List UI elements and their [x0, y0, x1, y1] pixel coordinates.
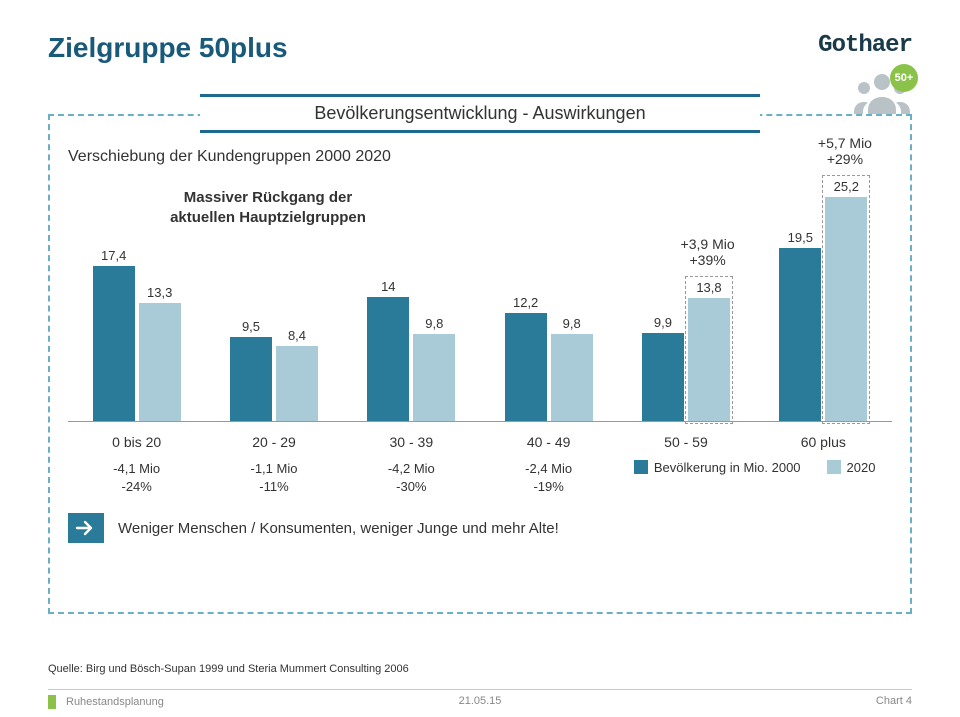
bar: 9,9 — [642, 333, 684, 421]
legend-item: 2020 — [827, 460, 876, 475]
legend-item: Bevölkerung in Mio. 2000 — [634, 460, 801, 475]
category-label: 50 - 59 — [617, 428, 754, 450]
delta-label: -2,4 Mio-19% — [480, 460, 617, 495]
bar-value-label: 13,3 — [147, 285, 172, 300]
footer-accent-bar — [48, 695, 56, 709]
page-title: Zielgruppe 50plus — [48, 32, 288, 64]
bar: 9,5 — [230, 337, 272, 421]
bar-group: 17,413,3 — [68, 182, 205, 421]
bar-group: 12,29,8 — [480, 182, 617, 421]
source-text: Quelle: Birg und Bösch-Supan 1999 und St… — [48, 663, 409, 675]
arrow-icon — [68, 513, 104, 543]
bar: 13,8 — [688, 298, 730, 421]
bar-annotation: +3,9 Mio+39% — [681, 236, 735, 268]
bar: 12,2 — [505, 313, 547, 421]
section-banner: Bevölkerungsentwicklung - Auswirkungen — [200, 94, 760, 133]
legend-swatch — [827, 460, 841, 474]
highlight-box — [685, 276, 733, 424]
bar-value-label: 14 — [381, 279, 395, 294]
category-row: 0 bis 2020 - 2930 - 3940 - 4950 - 5960 p… — [68, 428, 892, 450]
bar: 25,2 — [825, 197, 867, 421]
bar-value-label: 9,8 — [425, 316, 443, 331]
audience-icon-wrap: 50+ — [852, 70, 912, 118]
bar: 9,8 — [413, 334, 455, 421]
bar-value-label: 9,9 — [654, 315, 672, 330]
bar: 14 — [367, 297, 409, 421]
bar-value-label: 9,8 — [563, 316, 581, 331]
bar: 9,8 — [551, 334, 593, 421]
chart-legend: Bevölkerung in Mio. 2000 2020 — [617, 460, 892, 475]
content-frame: Bevölkerungsentwicklung - Auswirkungen V… — [48, 114, 912, 614]
legend-swatch — [634, 460, 648, 474]
footer-left: Ruhestandsplanung — [66, 696, 164, 708]
x-axis — [68, 421, 892, 422]
bar: 17,4 — [93, 266, 135, 421]
bar-value-label: 8,4 — [288, 328, 306, 343]
bar-value-label: 17,4 — [101, 248, 126, 263]
category-label: 40 - 49 — [480, 428, 617, 450]
highlight-box — [822, 175, 870, 424]
delta-label: -1,1 Mio-11% — [205, 460, 342, 495]
callout-text: Weniger Menschen / Konsumenten, weniger … — [118, 520, 559, 537]
category-label: 0 bis 20 — [68, 428, 205, 450]
page-footer: Ruhestandsplanung 21.05.15 Chart 4 — [0, 689, 960, 717]
bar-value-label: 12,2 — [513, 295, 538, 310]
bar-group: 9,58,4 — [205, 182, 342, 421]
bar-group: 9,913,8+3,9 Mio+39% — [617, 182, 754, 421]
bar-value-label: 19,5 — [788, 230, 813, 245]
section-subtitle: Verschiebung der Kundengruppen 2000 2020 — [68, 148, 892, 166]
category-label: 20 - 29 — [205, 428, 342, 450]
bar: 8,4 — [276, 346, 318, 421]
bar-annotation: +5,7 Mio+29% — [818, 135, 872, 167]
badge-50plus: 50+ — [890, 64, 918, 92]
bar-group: 19,525,2+5,7 Mio+29% — [755, 182, 892, 421]
bar: 19,5 — [779, 248, 821, 421]
category-label: 30 - 39 — [343, 428, 480, 450]
bar-value-label: 9,5 — [242, 319, 260, 334]
callout-row: Weniger Menschen / Konsumenten, weniger … — [68, 513, 892, 543]
bar-group: 149,8 — [343, 182, 480, 421]
population-bar-chart: Massiver Rückgang der aktuellen Hauptzie… — [68, 182, 892, 422]
category-label: 60 plus — [755, 428, 892, 450]
brand-logo: Gothaer — [818, 32, 912, 59]
delta-label: -4,2 Mio-30% — [343, 460, 480, 495]
delta-label: -4,1 Mio-24% — [68, 460, 205, 495]
deltas-row: -4,1 Mio-24%-1,1 Mio-11%-4,2 Mio-30%-2,4… — [68, 460, 892, 495]
footer-page: Chart 4 — [876, 695, 912, 707]
bar: 13,3 — [139, 303, 181, 421]
footer-date: 21.05.15 — [459, 695, 502, 707]
